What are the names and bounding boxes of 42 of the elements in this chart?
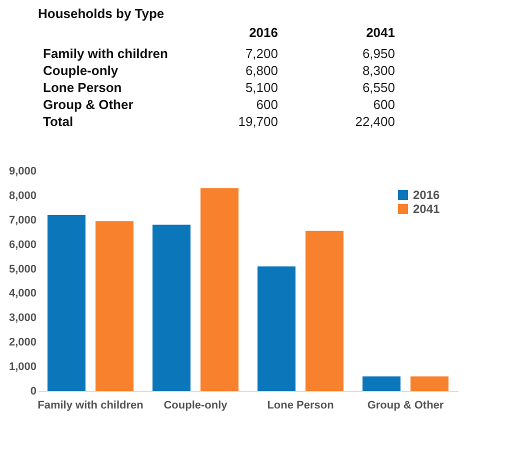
data-label: 600 bbox=[373, 97, 395, 112]
data-label: 8,300 bbox=[362, 63, 395, 78]
category-label: Couple-only bbox=[43, 63, 119, 78]
text: Households by Type bbox=[38, 6, 164, 21]
data-label: 6,550 bbox=[362, 80, 395, 95]
x-tick-label: Group & Other bbox=[367, 400, 444, 412]
text: 2016 bbox=[249, 25, 278, 40]
category-label: Family with children bbox=[43, 46, 168, 61]
y-tick-label: 2,000 bbox=[8, 336, 36, 349]
x-tick-label: Lone Person bbox=[267, 400, 334, 412]
data-label: 19,700 bbox=[238, 114, 278, 129]
text: 2041 bbox=[366, 25, 395, 40]
bar bbox=[306, 230, 344, 391]
legend-label: 2016 bbox=[413, 188, 440, 202]
y-tick-label: 3,000 bbox=[8, 312, 36, 324]
bar bbox=[48, 215, 86, 391]
y-tick-label: 4,000 bbox=[8, 288, 36, 300]
y-tick-label: 5,000 bbox=[8, 263, 36, 276]
y-tick-label: 0 bbox=[30, 386, 36, 398]
data-label: 7,200 bbox=[245, 46, 278, 61]
category-label: Group & Other bbox=[43, 97, 134, 112]
bar bbox=[200, 188, 238, 391]
bar bbox=[410, 376, 448, 391]
x-tick-label: Couple-only bbox=[164, 400, 228, 412]
data-label: 600 bbox=[256, 97, 278, 112]
data-label: 5,100 bbox=[245, 80, 278, 95]
legend-label: 2041 bbox=[413, 202, 440, 216]
category-label: Total bbox=[43, 114, 74, 129]
bar bbox=[362, 376, 400, 391]
y-tick-label: 7,000 bbox=[8, 214, 36, 226]
bar bbox=[152, 224, 190, 391]
x-tick-label: Family with children bbox=[38, 400, 144, 412]
data-label: 6,950 bbox=[362, 46, 395, 61]
y-tick-label: 1,000 bbox=[8, 361, 36, 374]
y-tick-label: 9,000 bbox=[8, 166, 36, 178]
y-tick-label: 6,000 bbox=[8, 238, 36, 251]
category-label: Lone Person bbox=[43, 80, 122, 95]
bar bbox=[96, 221, 134, 391]
data-label: 22,400 bbox=[355, 114, 395, 129]
bar bbox=[258, 266, 296, 391]
data-label: 6,800 bbox=[245, 63, 278, 78]
y-tick-label: 8,000 bbox=[8, 190, 36, 202]
